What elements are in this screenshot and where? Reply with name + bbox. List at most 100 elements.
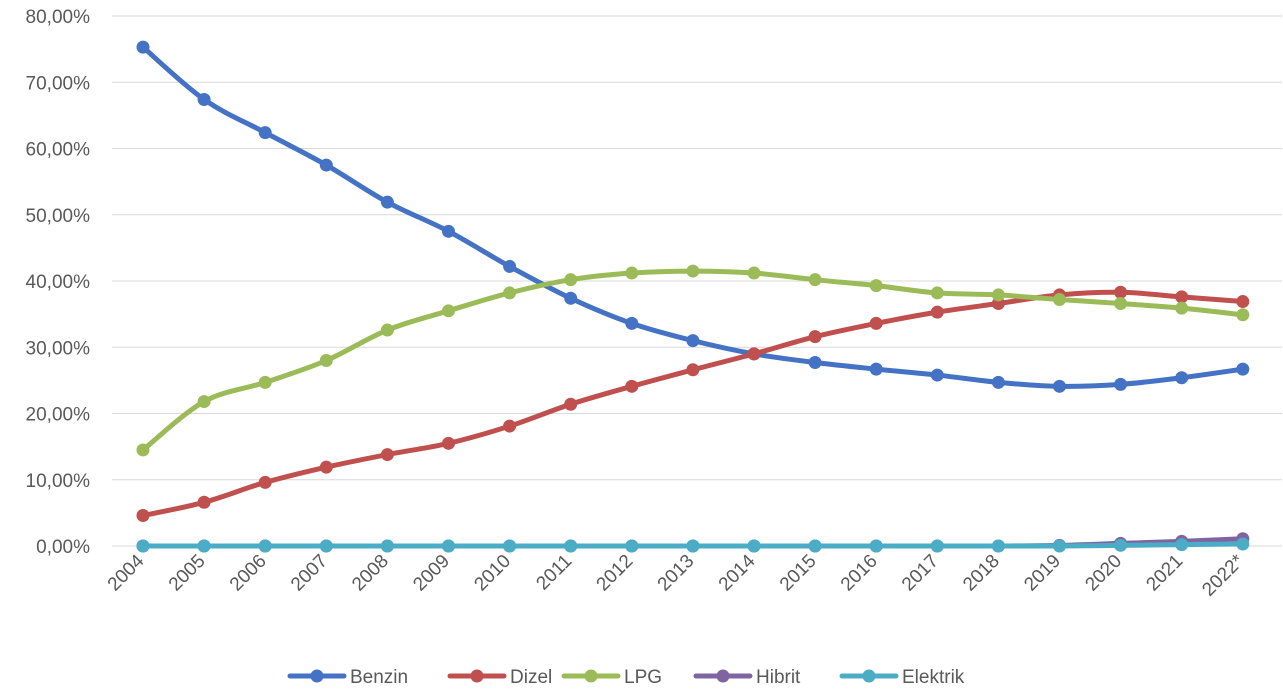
data-point-elektrik bbox=[1114, 538, 1128, 552]
legend-swatch-marker bbox=[584, 669, 598, 683]
x-tick-label: 2017 bbox=[898, 551, 943, 596]
x-axis-tick-labels: 2004 2005 2006 2007 2008 2009 2010 2011 2012 2013… bbox=[104, 550, 1249, 600]
data-point-lpg bbox=[1053, 293, 1066, 307]
data-point-lpg bbox=[319, 354, 333, 367]
data-point-benzin bbox=[380, 195, 394, 209]
data-point-benzin bbox=[136, 40, 150, 54]
data-point-benzin bbox=[1053, 379, 1066, 393]
data-point-benzin bbox=[1114, 377, 1128, 391]
series-lpg bbox=[136, 264, 1250, 457]
data-point-benzin bbox=[319, 158, 333, 172]
legend-label: Hibrit bbox=[756, 667, 801, 688]
data-point-benzin bbox=[991, 375, 1005, 389]
y-tick-label: 30,00% bbox=[26, 338, 91, 359]
x-tick-label: 2012 bbox=[593, 551, 638, 596]
data-point-lpg bbox=[747, 266, 761, 280]
data-point-benzin bbox=[625, 316, 639, 330]
x-tick-label: 2006 bbox=[226, 551, 271, 596]
data-point-benzin bbox=[930, 368, 944, 382]
x-tick-label: 2011 bbox=[532, 551, 576, 595]
x-tick-label: 2019 bbox=[1020, 551, 1065, 596]
data-point-elektrik bbox=[136, 539, 150, 553]
data-point-dizel bbox=[1236, 295, 1250, 309]
x-tick-label: 2009 bbox=[409, 551, 454, 596]
x-tick-label: 2010 bbox=[470, 551, 515, 596]
data-point-dizel bbox=[258, 475, 272, 489]
series-line-lpg bbox=[140, 268, 1246, 453]
data-point-dizel bbox=[442, 436, 455, 450]
gridlines bbox=[112, 15, 1282, 547]
data-point-elektrik bbox=[503, 539, 517, 553]
data-point-elektrik bbox=[1236, 537, 1250, 551]
data-point-elektrik bbox=[380, 539, 394, 553]
data-point-elektrik bbox=[197, 539, 211, 553]
data-point-dizel bbox=[380, 448, 394, 462]
data-point-benzin bbox=[869, 362, 883, 376]
data-point-benzin bbox=[686, 334, 700, 348]
data-point-lpg bbox=[136, 443, 150, 457]
x-tick-label: 2014 bbox=[715, 550, 760, 595]
x-tick-label: 2004 bbox=[104, 550, 149, 595]
series-line-dizel bbox=[140, 289, 1246, 519]
data-point-elektrik bbox=[930, 539, 944, 553]
data-point-lpg bbox=[869, 279, 883, 293]
data-point-lpg bbox=[1114, 297, 1128, 311]
data-point-elektrik bbox=[991, 539, 1005, 553]
y-tick-label: 80,00% bbox=[26, 7, 91, 28]
legend-label: LPG bbox=[624, 667, 662, 688]
data-point-benzin bbox=[258, 126, 272, 140]
data-point-elektrik bbox=[808, 539, 822, 553]
data-point-lpg bbox=[564, 273, 578, 287]
data-point-elektrik bbox=[686, 539, 700, 553]
data-point-benzin bbox=[1236, 362, 1250, 376]
data-point-lpg bbox=[686, 264, 700, 278]
legend-label: Benzin bbox=[350, 667, 408, 688]
x-tick-label: 2013 bbox=[654, 551, 699, 596]
legend-swatch-marker bbox=[862, 669, 876, 683]
data-point-elektrik bbox=[258, 539, 272, 553]
series-elektrik bbox=[136, 537, 1250, 553]
data-point-dizel bbox=[197, 495, 211, 509]
data-point-dizel bbox=[564, 397, 578, 411]
y-tick-label: 60,00% bbox=[26, 140, 91, 161]
data-point-benzin bbox=[442, 224, 455, 238]
data-point-elektrik bbox=[1053, 539, 1066, 553]
data-point-lpg bbox=[1175, 301, 1189, 315]
legend-item-elektrik: Elektrik bbox=[839, 667, 965, 688]
data-point-lpg bbox=[930, 286, 944, 300]
data-point-dizel bbox=[869, 316, 883, 330]
legend-item-hibrit: Hibrit bbox=[693, 667, 801, 688]
y-tick-label: 40,00% bbox=[26, 272, 91, 293]
x-tick-label: 2015 bbox=[776, 551, 821, 596]
series-benzin bbox=[136, 40, 1250, 393]
x-tick-label: 2008 bbox=[348, 551, 393, 596]
data-point-benzin bbox=[503, 259, 517, 273]
x-tick-label: 2016 bbox=[837, 551, 882, 596]
legend-item-lpg: LPG bbox=[561, 667, 662, 688]
x-tick-label: 2005 bbox=[165, 551, 210, 596]
x-tick-label: 2007 bbox=[287, 551, 332, 596]
data-point-elektrik bbox=[319, 539, 333, 553]
data-point-elektrik bbox=[564, 539, 578, 553]
data-point-dizel bbox=[625, 379, 639, 393]
data-point-dizel bbox=[319, 460, 333, 474]
data-point-lpg bbox=[197, 395, 211, 409]
data-point-benzin bbox=[808, 355, 822, 369]
data-point-elektrik bbox=[747, 539, 761, 553]
data-point-dizel bbox=[747, 347, 761, 361]
data-point-lpg bbox=[1236, 308, 1250, 322]
data-point-dizel bbox=[808, 330, 822, 344]
x-tick-label: 2021 bbox=[1142, 551, 1187, 596]
data-point-benzin bbox=[1175, 371, 1189, 385]
data-point-lpg bbox=[442, 304, 455, 318]
legend-swatch-marker bbox=[716, 669, 730, 683]
data-point-dizel bbox=[930, 305, 944, 319]
y-tick-label: 50,00% bbox=[26, 206, 91, 227]
y-tick-label: 0,00% bbox=[36, 537, 90, 558]
series-lines bbox=[136, 40, 1250, 553]
legend-label: Elektrik bbox=[902, 667, 965, 688]
data-point-lpg bbox=[503, 286, 517, 300]
legend-item-benzin: Benzin bbox=[287, 667, 408, 688]
